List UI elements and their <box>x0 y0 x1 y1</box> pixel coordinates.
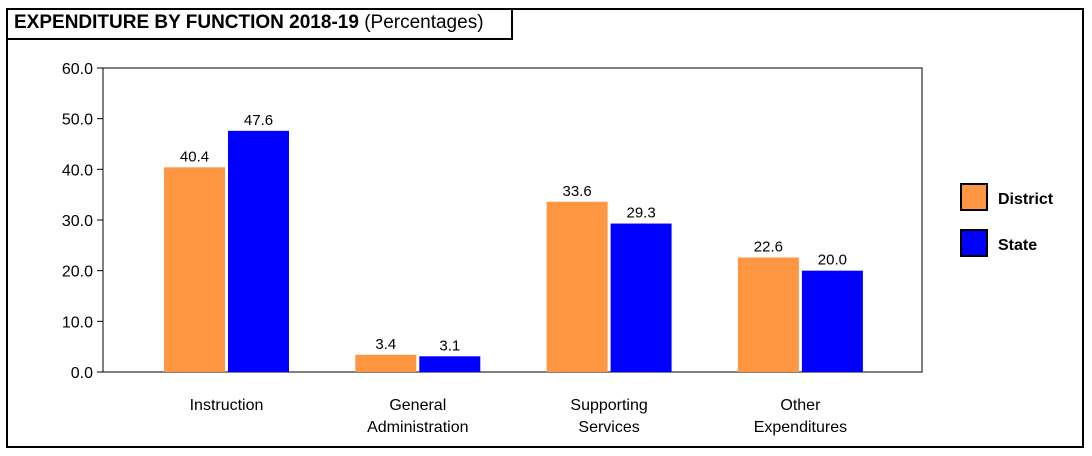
y-tick-label: 20.0 <box>62 264 93 281</box>
legend-label-district: District <box>998 191 1054 208</box>
x-tick-label: Instruction <box>190 397 264 414</box>
data-label: 3.1 <box>439 337 460 354</box>
legend-swatch-district <box>960 183 988 211</box>
data-label: 3.4 <box>375 336 396 353</box>
bar-state <box>419 356 481 372</box>
bar-state <box>801 270 863 372</box>
data-label: 47.6 <box>244 112 273 129</box>
bar-district <box>546 201 608 372</box>
legend-label-state: State <box>998 237 1037 254</box>
data-label: 29.3 <box>626 205 655 222</box>
x-tick-label: Administration <box>367 419 468 436</box>
x-tick-label: General <box>389 397 446 414</box>
data-label: 22.6 <box>754 238 783 255</box>
y-tick-label: 50.0 <box>62 112 93 129</box>
y-tick-label: 40.0 <box>62 162 93 179</box>
data-label: 40.4 <box>180 148 209 165</box>
bar-district <box>164 167 225 372</box>
bar-district <box>737 257 799 372</box>
data-label: 20.0 <box>818 252 847 269</box>
legend-swatch-state <box>960 229 988 257</box>
bar-state <box>610 223 672 372</box>
y-tick-label: 0.0 <box>71 365 93 382</box>
x-tick-label: Other <box>780 397 821 414</box>
data-label: 33.6 <box>562 183 591 200</box>
x-tick-label: Expenditures <box>754 419 847 436</box>
y-tick-label: 60.0 <box>62 61 93 78</box>
plot-area <box>102 67 923 373</box>
x-tick-label: Supporting <box>570 397 647 414</box>
chart-subtitle: (Percentages) <box>364 12 484 33</box>
bar-state <box>228 130 289 372</box>
y-tick-label: 30.0 <box>62 213 93 230</box>
y-tick-label: 10.0 <box>62 314 93 331</box>
chart-header: EXPENDITURE BY FUNCTION 2018-19 (Percent… <box>8 10 513 40</box>
bar-district <box>355 354 417 372</box>
chart-title: EXPENDITURE BY FUNCTION 2018-19 <box>14 12 359 33</box>
x-tick-label: Services <box>578 419 639 436</box>
